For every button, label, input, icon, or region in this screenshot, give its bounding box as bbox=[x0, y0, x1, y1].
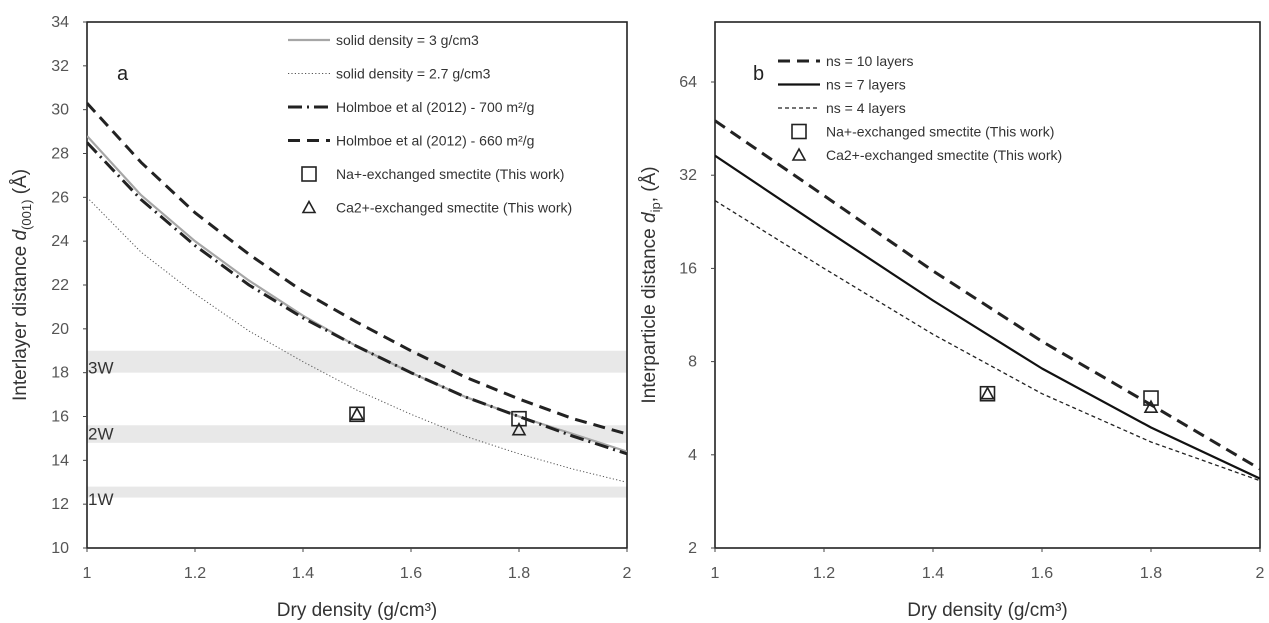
hydration-band-1W bbox=[87, 486, 627, 498]
y-tick-label: 16 bbox=[51, 409, 69, 426]
data-point-square bbox=[1143, 390, 1159, 406]
y-axis-title: Interparticle distance dip, (Å) bbox=[639, 166, 663, 403]
y-tick-label: 22 bbox=[51, 277, 69, 294]
legend-label: ns = 4 layers bbox=[826, 100, 906, 116]
legend: ns = 10 layers ns = 7 layers ns = 4 layers… bbox=[778, 53, 1062, 163]
x-tick-label: 2 bbox=[623, 565, 632, 582]
chart-panel-a: 3W 2W 1W 10 12 14 16 18 20 22 24 26 28 30 32 34 1 1.2 1.4 1… bbox=[10, 14, 632, 621]
y-tick-label: 16 bbox=[679, 260, 697, 277]
y-title-subscript: ip bbox=[648, 202, 663, 212]
y-tick-label: 30 bbox=[51, 102, 69, 119]
series-line-2 bbox=[87, 141, 627, 456]
x-tick-label: 1.8 bbox=[1140, 565, 1162, 582]
panel-label: b bbox=[753, 63, 764, 85]
legend: solid density = 3 g/cm3 solid density = 2… bbox=[288, 32, 572, 216]
legend-label: Holmboe et al (2012) - 660 m²/g bbox=[336, 133, 534, 149]
data-point-triangle bbox=[980, 386, 995, 400]
legend-label: Ca2+-exchanged smectite (This work) bbox=[336, 200, 572, 216]
x-tick-label: 1.2 bbox=[813, 565, 835, 582]
series-line-1 bbox=[87, 196, 627, 483]
series-line-1 bbox=[715, 154, 1260, 480]
y-tick-label: 20 bbox=[51, 321, 69, 338]
series-line-0 bbox=[715, 119, 1260, 471]
y-tick-label: 10 bbox=[51, 540, 69, 557]
y-title-text: Interlayer distance bbox=[10, 241, 31, 402]
y-title-unit: (Å) bbox=[10, 169, 31, 200]
y-title-subscript: (001) bbox=[19, 200, 34, 230]
band-label-1W: 1W bbox=[88, 490, 114, 509]
y-tick-label: 12 bbox=[51, 496, 69, 513]
x-tick-label: 1.4 bbox=[292, 565, 314, 582]
y-title-text: Interparticle distance bbox=[639, 223, 660, 404]
legend-swatch-square bbox=[301, 166, 317, 182]
hydration-band-3W bbox=[87, 350, 627, 373]
legend-label: ns = 10 layers bbox=[826, 53, 914, 69]
data-point-triangle bbox=[1143, 399, 1159, 413]
x-tick-label: 1.6 bbox=[1031, 565, 1053, 582]
data-point-triangle bbox=[349, 406, 365, 421]
x-tick-label: 1 bbox=[711, 565, 720, 582]
y-title-symbol: d bbox=[10, 229, 31, 241]
y-tick-label: 18 bbox=[51, 365, 69, 382]
data-point-triangle bbox=[511, 421, 527, 436]
x-axis-title: Dry density (g/cm³) bbox=[277, 600, 437, 621]
plot-frame bbox=[714, 21, 1261, 549]
legend-label: solid density = 2.7 g/cm3 bbox=[336, 66, 491, 82]
y-tick-label: 34 bbox=[51, 14, 69, 31]
legend-label: ns = 7 layers bbox=[826, 77, 906, 93]
x-tick-label: 1.6 bbox=[400, 565, 422, 582]
x-tick-label: 2 bbox=[1256, 565, 1265, 582]
y-title-symbol: d bbox=[639, 211, 660, 223]
x-tick-label: 1.8 bbox=[508, 565, 530, 582]
legend-label: solid density = 3 g/cm3 bbox=[336, 32, 479, 48]
panel-label: a bbox=[117, 63, 129, 85]
y-tick-label: 32 bbox=[51, 58, 69, 75]
legend-label: Na+-exchanged smectite (This work) bbox=[336, 166, 564, 182]
y-tick-label: 8 bbox=[688, 354, 697, 371]
legend-label: Na+-exchanged smectite (This work) bbox=[826, 124, 1054, 140]
data-point-square bbox=[511, 410, 527, 427]
chart-panel-b: 2 4 8 16 32 64 1 1.2 1.4 1.6 1.8 2 Dry density (g/cm… bbox=[639, 21, 1265, 621]
y-axis-title: Interlayer distance d(001) (Å) bbox=[10, 169, 34, 401]
x-tick-label: 1.2 bbox=[184, 565, 206, 582]
y-tick-label: 32 bbox=[679, 167, 697, 184]
legend-label: Ca2+-exchanged smectite (This work) bbox=[826, 147, 1062, 163]
legend-swatch-triangle bbox=[301, 199, 317, 214]
legend-swatch-triangle bbox=[791, 147, 807, 161]
y-tick-label: 2 bbox=[688, 540, 697, 557]
y-tick-label: 28 bbox=[51, 146, 69, 163]
hydration-band-2W bbox=[87, 425, 627, 443]
x-tick-label: 1.4 bbox=[922, 565, 944, 582]
y-tick-label: 64 bbox=[679, 74, 697, 91]
y-tick-label: 4 bbox=[688, 447, 697, 464]
series-line-2 bbox=[715, 200, 1260, 482]
y-tick-label: 14 bbox=[51, 452, 69, 469]
series-group bbox=[715, 119, 1260, 482]
legend-swatch-square bbox=[791, 123, 807, 140]
series-line-3 bbox=[87, 102, 627, 436]
y-title-unit: , (Å) bbox=[639, 166, 660, 202]
series-group bbox=[87, 102, 627, 483]
band-label-3W: 3W bbox=[88, 359, 114, 378]
y-tick-label: 24 bbox=[51, 233, 69, 250]
legend-label: Holmboe et al (2012) - 700 m²/g bbox=[336, 99, 534, 115]
x-tick-label: 1 bbox=[83, 565, 92, 582]
series-line-0 bbox=[87, 135, 627, 453]
band-label-2W: 2W bbox=[88, 424, 114, 443]
x-axis-title: Dry density (g/cm³) bbox=[907, 600, 1067, 621]
y-tick-label: 26 bbox=[51, 189, 69, 206]
